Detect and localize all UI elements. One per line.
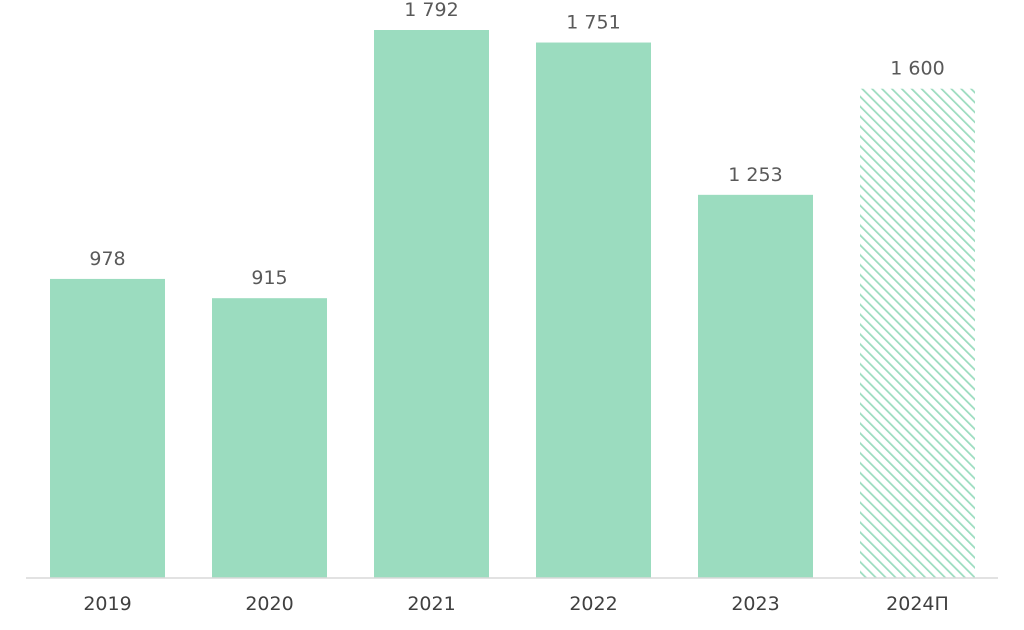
x-tick-labels-group: 2019 2020 2021 2022 2023 2024П bbox=[83, 593, 949, 615]
x-tick-label-2020: 2020 bbox=[245, 593, 293, 615]
bar-2020 bbox=[212, 298, 327, 578]
x-tick-label-2024П: 2024П bbox=[886, 593, 949, 615]
value-labels-group: 978 915 1 792 1 751 1 253 1 600 bbox=[89, 0, 944, 289]
bar-2024П bbox=[860, 88, 975, 578]
bar-2021 bbox=[374, 30, 489, 578]
value-label-2022: 1 751 bbox=[566, 12, 620, 34]
bars-group bbox=[50, 30, 975, 578]
bar-2019 bbox=[50, 278, 165, 578]
x-tick-label-2019: 2019 bbox=[83, 593, 131, 615]
value-label-2021: 1 792 bbox=[404, 0, 458, 21]
value-label-2023: 1 253 bbox=[728, 164, 782, 186]
value-label-2019: 978 bbox=[89, 248, 125, 270]
x-tick-label-2023: 2023 bbox=[731, 593, 779, 615]
bar-2023 bbox=[698, 194, 813, 578]
bar-2022 bbox=[536, 42, 651, 578]
x-tick-label-2021: 2021 bbox=[407, 593, 455, 615]
value-label-2024П: 1 600 bbox=[890, 58, 944, 80]
x-tick-label-2022: 2022 bbox=[569, 593, 617, 615]
value-label-2020: 915 bbox=[251, 267, 287, 289]
